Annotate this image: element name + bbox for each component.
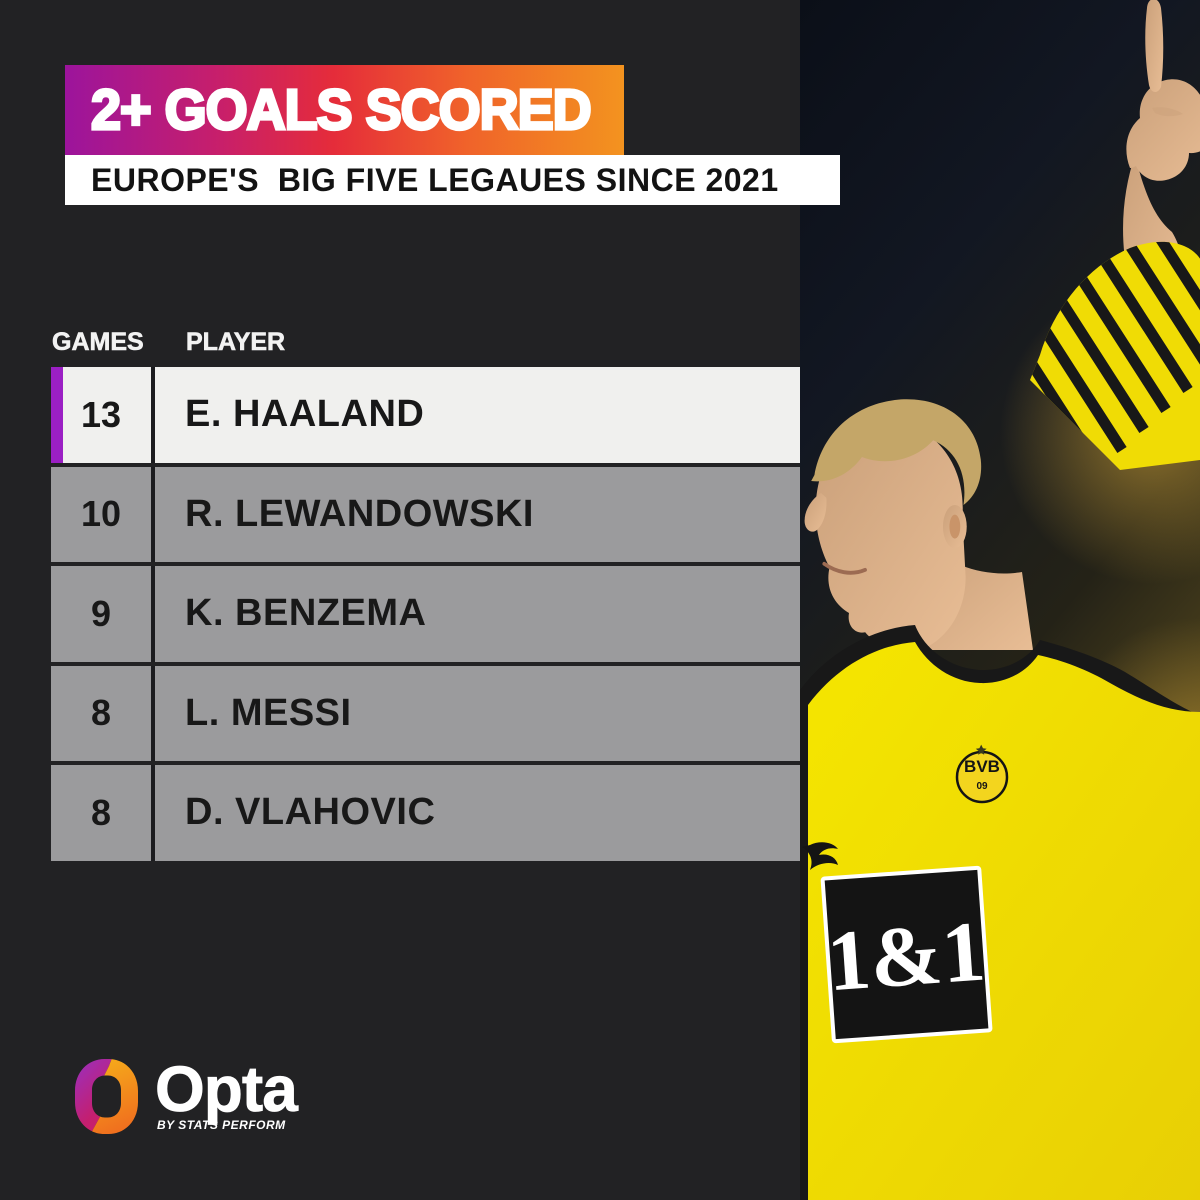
svg-text:BVB: BVB [964,757,1000,776]
svg-text:09: 09 [976,781,988,792]
svg-text:1&1: 1&1 [824,903,988,1010]
